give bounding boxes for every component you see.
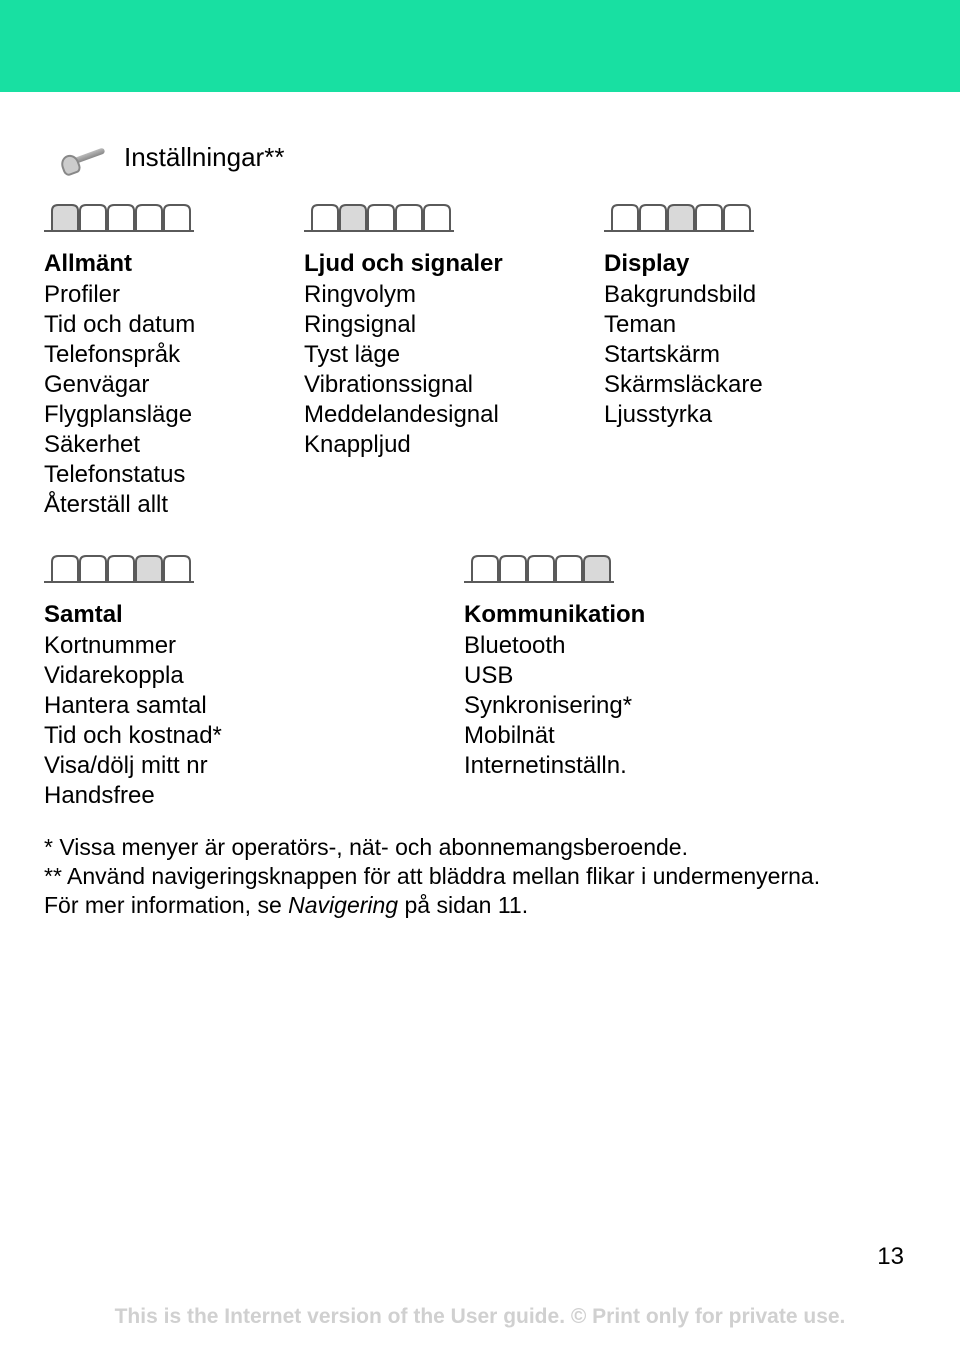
page-content: Inställningar** Allmänt Profiler Tid och… [0,92,960,919]
list-item: Flygplansläge [44,400,284,430]
footnote-text: på sidan 11. [398,892,528,918]
group-heading: Display [604,250,844,278]
footnote-line: För mer information, se Navigering på si… [44,891,916,920]
top-color-band [0,0,960,92]
group-heading: Samtal [44,601,364,629]
footnote-line: * Vissa menyer är operatörs-, nät- och a… [44,833,916,862]
list-item: Knappljud [304,430,584,460]
list-item: Vidarekoppla [44,661,364,691]
list-item: Telefonstatus [44,460,284,490]
list-item: Återställ allt [44,490,284,520]
footnotes: * Vissa menyer är operatörs-, nät- och a… [44,833,916,919]
list-item: USB [464,661,784,691]
list-item: Synkronisering* [464,691,784,721]
section-title: Inställningar** [124,142,284,173]
group-heading: Kommunikation [464,601,784,629]
list-item: Startskärm [604,340,844,370]
tabstrip-icon [464,548,614,586]
list-item: Hantera samtal [44,691,364,721]
group-display: Display Bakgrundsbild Teman Startskärm S… [604,197,864,520]
list-item: Vibrationssignal [304,370,584,400]
footnote-text: För mer information, se [44,892,288,918]
list-item: Ljusstyrka [604,400,844,430]
group-heading: Allmänt [44,250,284,278]
settings-row-1: Allmänt Profiler Tid och datum Telefonsp… [44,197,916,520]
tabstrip-icon [44,197,194,235]
list-item: Tyst läge [304,340,584,370]
group-allmant: Allmänt Profiler Tid och datum Telefonsp… [44,197,304,520]
list-item: Handsfree [44,781,364,811]
list-item: Meddelandesignal [304,400,584,430]
tabstrip-icon [304,197,454,235]
section-header: Inställningar** [62,142,916,173]
list-item: Ringvolym [304,280,584,310]
bottom-notice: This is the Internet version of the User… [0,1305,960,1329]
list-item: Genvägar [44,370,284,400]
list-item: Teman [604,310,844,340]
wrench-icon [59,137,113,178]
list-item: Bakgrundsbild [604,280,844,310]
group-ljud: Ljud och signaler Ringvolym Ringsignal T… [304,197,604,520]
settings-row-2: Samtal Kortnummer Vidarekoppla Hantera s… [44,548,916,811]
list-item: Profiler [44,280,284,310]
page-number: 13 [877,1243,904,1271]
list-item: Skärmsläckare [604,370,844,400]
footnote-line: ** Använd navigeringsknappen för att blä… [44,862,916,891]
footnote-ref: Navigering [288,892,398,918]
list-item: Mobilnät [464,721,784,751]
list-item: Visa/dölj mitt nr [44,751,364,781]
list-item: Kortnummer [44,631,364,661]
list-item: Tid och datum [44,310,284,340]
group-heading: Ljud och signaler [304,250,584,278]
tabstrip-icon [44,548,194,586]
tabstrip-icon [604,197,754,235]
group-samtal: Samtal Kortnummer Vidarekoppla Hantera s… [44,548,384,811]
list-item: Säkerhet [44,430,284,460]
list-item: Tid och kostnad* [44,721,364,751]
list-item: Bluetooth [464,631,784,661]
group-kommunikation: Kommunikation Bluetooth USB Synkroniseri… [464,548,804,811]
list-item: Ringsignal [304,310,584,340]
list-item: Internetinställn. [464,751,784,781]
list-item: Telefonspråk [44,340,284,370]
